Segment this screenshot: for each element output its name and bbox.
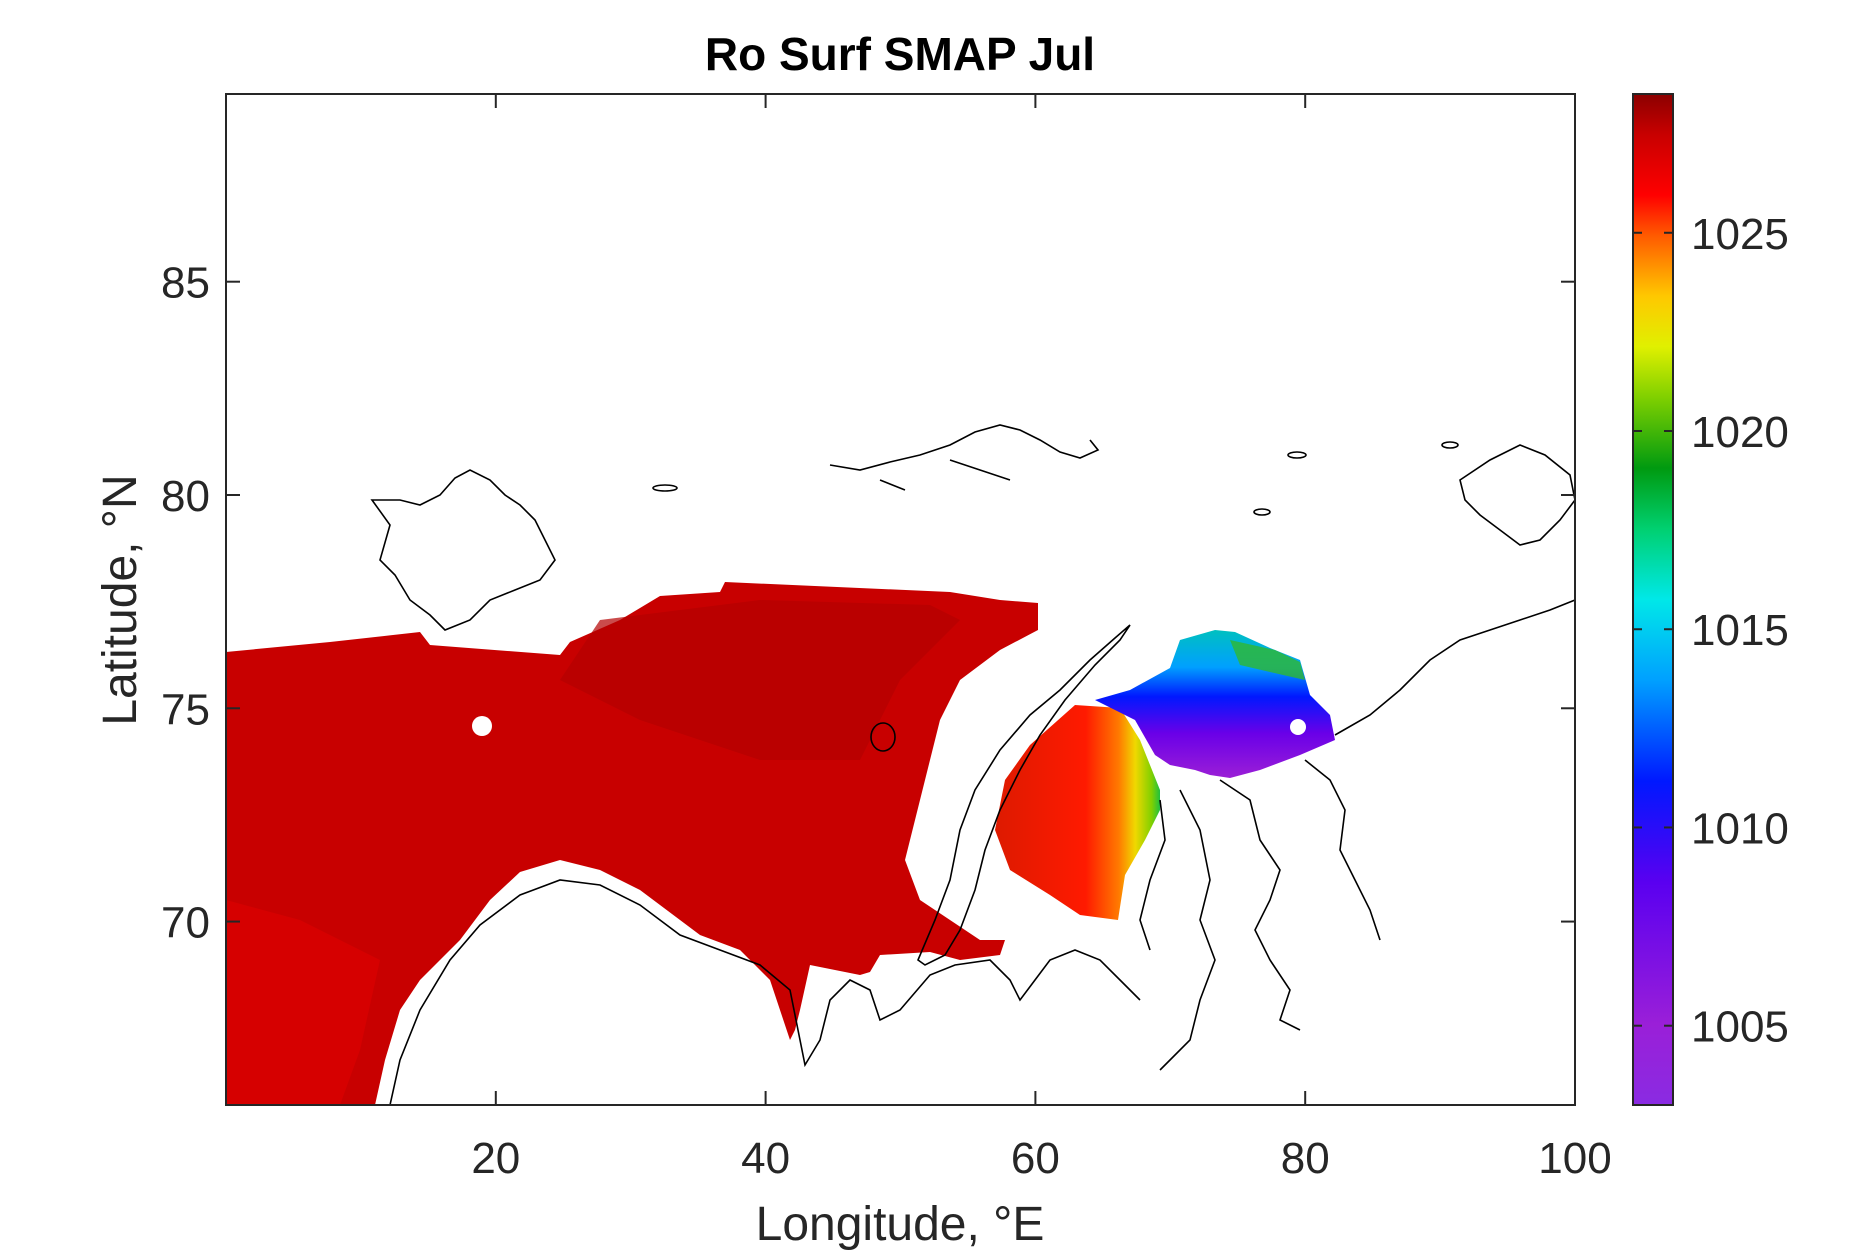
svalbard-coast <box>370 469 556 631</box>
plot-area-frame <box>225 93 1576 1106</box>
colorbar-tick-label: 1025 <box>1691 210 1789 259</box>
x-tick-label: 20 <box>471 1134 520 1183</box>
x-axis-label: Longitude, °E <box>756 1198 1045 1250</box>
colorbar-tick-label: 1005 <box>1691 1003 1789 1052</box>
small-island <box>870 722 896 752</box>
small-island <box>1441 441 1459 449</box>
colorbar-tick-label: 1020 <box>1691 408 1789 457</box>
coastlines <box>370 424 1575 1105</box>
novaya-zemlya-coast <box>917 624 1131 966</box>
x-tick-label: 60 <box>1011 1134 1060 1183</box>
y-axis-label: Latitude, °N <box>94 474 147 725</box>
kara-island-hole <box>1290 719 1306 735</box>
small-island <box>652 484 678 492</box>
small-island <box>1253 508 1271 516</box>
y-tick-label: 80 <box>161 472 210 521</box>
severnaya-zemlya-coast <box>1459 444 1575 546</box>
colorbar-tick-label: 1015 <box>1691 606 1789 655</box>
colorbar-ticks: 1005 1010 1015 1020 1025 <box>1633 210 1789 1052</box>
kola-white-sea-coast <box>389 879 1141 1105</box>
yamal-gydan-coast <box>1139 599 1575 1071</box>
norway-coastal-band <box>226 900 380 1105</box>
x-tick-label: 100 <box>1538 1134 1611 1183</box>
chart-title: Ro Surf SMAP Jul <box>705 28 1095 80</box>
bear-island-hole <box>472 716 492 736</box>
y-tick-label: 70 <box>161 899 210 948</box>
barents-dark-tone <box>560 600 960 760</box>
heatmap-field <box>226 582 1335 1105</box>
franz-josef-land-coast <box>829 424 1100 491</box>
x-tick-label: 80 <box>1281 1134 1330 1183</box>
small-island <box>1287 451 1307 459</box>
x-axis: 20 40 60 80 100 <box>471 94 1612 1183</box>
kara-green-fringe <box>1230 640 1305 680</box>
kara-sea-west-field <box>995 705 1160 920</box>
colorbar: 1005 1010 1015 1020 1025 <box>1632 93 1789 1106</box>
y-axis: 70 75 80 85 <box>161 259 1575 948</box>
colorbar-tick-label: 1010 <box>1691 804 1789 853</box>
y-tick-label: 75 <box>161 685 210 734</box>
x-tick-label: 40 <box>741 1134 790 1183</box>
colorbar-gradient <box>1632 93 1674 1106</box>
y-tick-label: 85 <box>161 259 210 308</box>
